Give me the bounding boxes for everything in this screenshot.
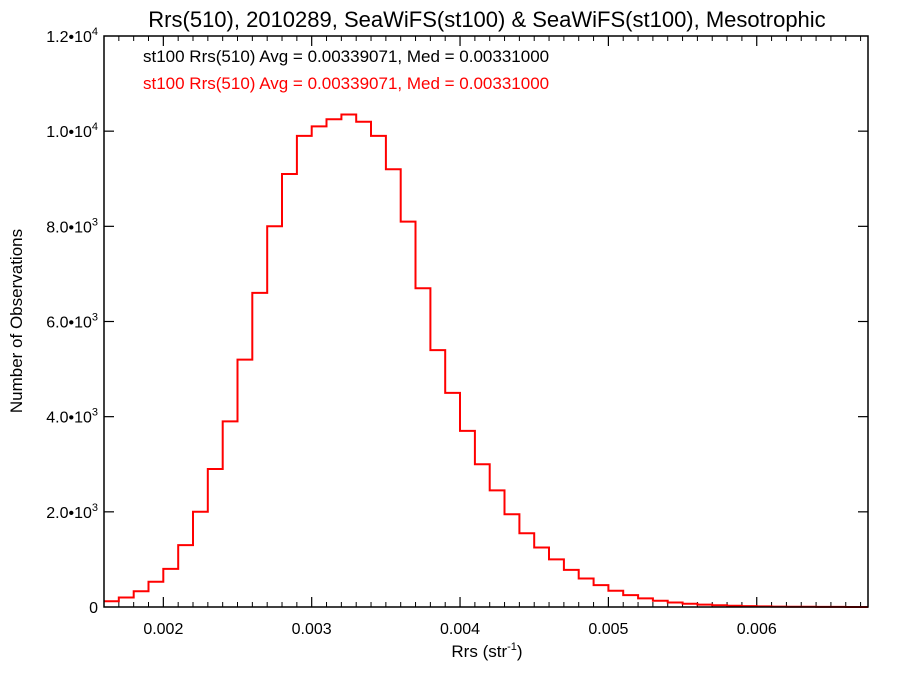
y-axis-label: Number of Observations xyxy=(7,229,26,413)
x-tick-label-4: 0.006 xyxy=(737,621,777,638)
x-axis-label-main: Rrs (str xyxy=(451,642,507,661)
y-tick-label-4: 8.0•103 xyxy=(46,216,98,236)
histogram-series-0 xyxy=(104,113,868,608)
x-tick-label-2: 0.004 xyxy=(440,621,480,638)
y-tick-label-1: 2.0•103 xyxy=(46,502,98,522)
x-tick-label-0: 0.002 xyxy=(143,621,183,638)
x-tick-label-3: 0.005 xyxy=(588,621,628,638)
y-axis-title-group: Number of Observations xyxy=(7,229,26,413)
y-tick-label-0: 0 xyxy=(89,600,98,617)
chart-title: Rrs(510), 2010289, SeaWiFS(st100) & SeaW… xyxy=(148,7,825,32)
annotation-0: st100 Rrs(510) Avg = 0.00339071, Med = 0… xyxy=(143,47,549,66)
axis-ticks: 0.002 0.003 0.004 0.005 0.006 0 2.0•103 4.0•103… xyxy=(46,26,868,638)
y-tick-label-5: 1.0•104 xyxy=(46,121,98,141)
x-axis-label-close: ) xyxy=(517,642,523,661)
x-axis-label-superscript: -1 xyxy=(507,641,517,653)
y-tick-label-2: 4.0•103 xyxy=(46,407,98,427)
annotations: st100 Rrs(510) Avg = 0.00339071, Med = 0… xyxy=(143,47,549,93)
x-tick-label-1: 0.003 xyxy=(292,621,332,638)
x-axis-label: Rrs (str-1) xyxy=(451,641,522,661)
annotation-1: st100 Rrs(510) Avg = 0.00339071, Med = 0… xyxy=(143,74,549,93)
y-tick-label-3: 6.0•103 xyxy=(46,312,98,332)
plot-frame xyxy=(103,35,869,608)
y-tick-label-6: 1.2•104 xyxy=(46,26,98,46)
series-group xyxy=(104,113,868,608)
